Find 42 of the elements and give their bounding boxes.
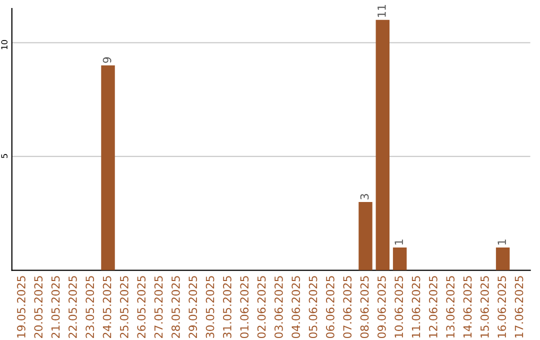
x-tick-label: 06.06.2025: [326, 276, 334, 338]
data-label: 11: [378, 4, 386, 17]
x-tick-label: 01.06.2025: [240, 276, 249, 338]
x-tick-label: 19.05.2025: [17, 276, 26, 338]
x-tick-label: 28.05.2025: [171, 276, 180, 338]
x-tick-label: 24.05.2025: [102, 276, 112, 338]
x-tick-label: 26.05.2025: [137, 276, 146, 338]
data-label: 1: [498, 240, 506, 244]
data-label: 3: [360, 194, 369, 200]
data-label: 9: [102, 57, 112, 63]
x-tick-label: 12.06.2025: [428, 276, 438, 338]
x-tick-label: 30.05.2025: [206, 276, 214, 338]
x-tick-label: 29.05.2025: [188, 276, 198, 338]
x-tick-label: 27.05.2025: [154, 276, 163, 338]
x-tick-label: 16.06.2025: [498, 276, 506, 338]
x-tick-label: 09.06.2025: [377, 276, 386, 338]
x-tick-label: 21.05.2025: [51, 276, 60, 338]
y-tick-label: 5: [1, 154, 8, 158]
bar: [392, 248, 407, 270]
x-tick-label: 07.06.2025: [343, 276, 352, 338]
x-tick-label: 11.06.2025: [412, 276, 420, 338]
bar: [101, 65, 115, 270]
x-tick-label: 03.06.2025: [274, 276, 283, 338]
x-tick-label: 13.06.2025: [446, 276, 455, 338]
x-tick-label: 02.06.2025: [257, 276, 266, 338]
x-tick-label: 31.05.2025: [222, 276, 232, 338]
x-tick-label: 04.06.2025: [292, 276, 300, 338]
x-tick-label: 25.05.2025: [120, 276, 128, 338]
bar: [376, 20, 390, 270]
x-tick-label: 14.06.2025: [463, 276, 472, 338]
x-tick-label: 15.06.2025: [480, 276, 489, 338]
y-tick-label: 10: [1, 40, 8, 50]
x-tick-label: 05.06.2025: [308, 276, 318, 338]
bar: [358, 202, 372, 270]
x-tick-label: 10.06.2025: [394, 276, 404, 338]
bar: [496, 248, 510, 270]
x-tick-label: 20.05.2025: [34, 276, 43, 338]
data-label: 1: [394, 240, 403, 244]
x-tick-label: 17.06.2025: [514, 276, 524, 338]
x-tick-label: 22.05.2025: [68, 276, 77, 338]
x-tick-label: 08.06.2025: [360, 276, 369, 338]
x-tick-label: 23.05.2025: [86, 276, 94, 338]
